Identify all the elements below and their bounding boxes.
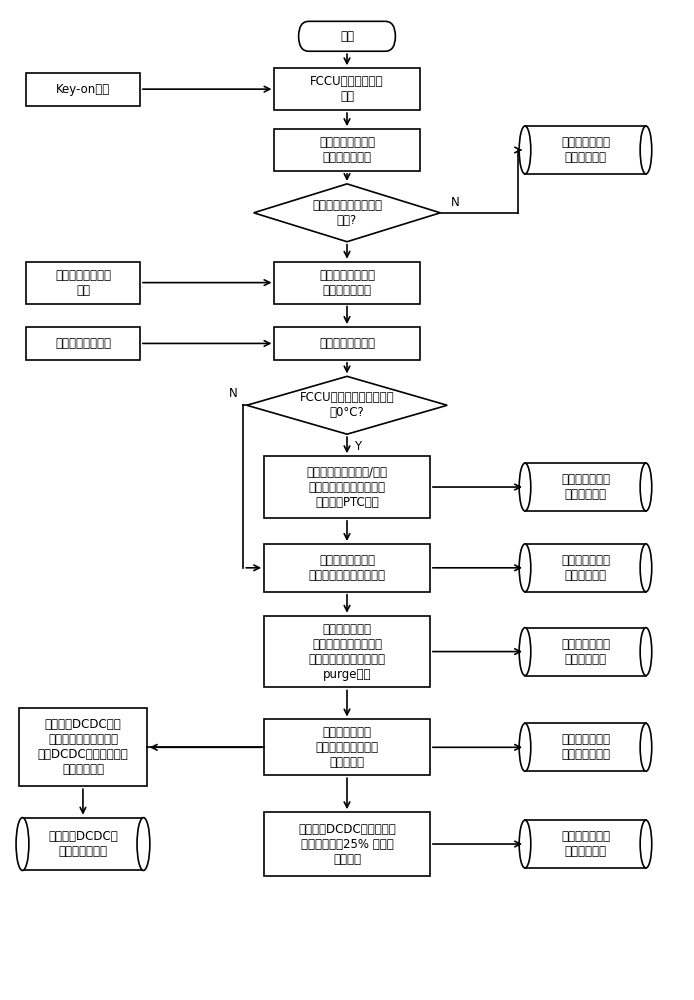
Bar bbox=[264, 544, 430, 592]
Bar bbox=[26, 262, 140, 304]
Bar bbox=[264, 719, 430, 775]
Text: N: N bbox=[450, 196, 459, 209]
Bar bbox=[525, 820, 646, 868]
Ellipse shape bbox=[16, 818, 29, 870]
Ellipse shape bbox=[519, 820, 531, 868]
Ellipse shape bbox=[640, 628, 652, 676]
Text: N: N bbox=[228, 387, 237, 400]
Ellipse shape bbox=[640, 544, 652, 592]
Text: FCCU唤醒，进行初
始化: FCCU唤醒，进行初 始化 bbox=[310, 75, 384, 103]
Ellipse shape bbox=[640, 723, 652, 771]
Text: 开启升压DCDC系统
主负继电器闭合，进行
升压DCDC低边预充、闭
合主正继电器: 开启升压DCDC系统 主负继电器闭合，进行 升压DCDC低边预充、闭 合主正继电… bbox=[37, 718, 128, 776]
Text: 利用升压DCDC拉载燃料电
池到额定功率25% 后维持
怠速运行: 利用升压DCDC拉载燃料电 池到额定功率25% 后维持 怠速运行 bbox=[298, 823, 396, 866]
Text: Key-on信号: Key-on信号 bbox=[56, 83, 110, 96]
Text: Y: Y bbox=[354, 440, 361, 453]
Bar bbox=[525, 126, 646, 174]
Text: 激活空气子系统
故障诊断机制、: 激活空气子系统 故障诊断机制、 bbox=[561, 733, 610, 761]
Bar bbox=[274, 68, 420, 110]
Text: 激活电堆系统故
障诊断机制、: 激活电堆系统故 障诊断机制、 bbox=[561, 830, 610, 858]
Text: 开启氢气子系统
打开进氢阀、调节比例
阀，打开排氢阀进行快速
purge吹扫: 开启氢气子系统 打开进氢阀、调节比例 阀，打开排氢阀进行快速 purge吹扫 bbox=[309, 623, 385, 681]
Ellipse shape bbox=[519, 463, 531, 511]
Bar bbox=[264, 456, 430, 518]
Text: FCCU判断环境温度是否小
于0°C?: FCCU判断环境温度是否小 于0°C? bbox=[300, 391, 394, 419]
Ellipse shape bbox=[519, 126, 531, 174]
Ellipse shape bbox=[640, 463, 652, 511]
Bar bbox=[525, 628, 646, 676]
Bar bbox=[26, 327, 140, 360]
Text: 开启热管理子系统
打开水泵、温控阀、风扇: 开启热管理子系统 打开水泵、温控阀、风扇 bbox=[309, 554, 385, 582]
Bar bbox=[274, 327, 420, 360]
Text: 燃电系统启动过程: 燃电系统启动过程 bbox=[319, 337, 375, 350]
Ellipse shape bbox=[519, 544, 531, 592]
Text: 燃电系统低压上电
并进行低压自检: 燃电系统低压上电 并进行低压自检 bbox=[319, 136, 375, 164]
Text: 激活热管理系统
故障诊断机制: 激活热管理系统 故障诊断机制 bbox=[561, 554, 610, 582]
Text: 激活开机自检型
故障诊断机制: 激活开机自检型 故障诊断机制 bbox=[561, 136, 610, 164]
Text: 激活氢气子系统
故障诊断机制: 激活氢气子系统 故障诊断机制 bbox=[561, 638, 610, 666]
Bar bbox=[525, 723, 646, 771]
Bar bbox=[264, 812, 430, 876]
Ellipse shape bbox=[519, 723, 531, 771]
Ellipse shape bbox=[640, 820, 652, 868]
Bar bbox=[26, 73, 140, 106]
Bar bbox=[525, 544, 646, 592]
Bar bbox=[22, 818, 144, 870]
Polygon shape bbox=[247, 376, 447, 434]
Polygon shape bbox=[254, 184, 440, 242]
Text: 开始: 开始 bbox=[340, 30, 354, 43]
Text: 激活升压DCDC系
统故障诊断机制: 激活升压DCDC系 统故障诊断机制 bbox=[48, 830, 118, 858]
Ellipse shape bbox=[137, 818, 150, 870]
Text: 燃电系统高压上电
指令: 燃电系统高压上电 指令 bbox=[55, 269, 111, 297]
Bar bbox=[19, 708, 147, 786]
Bar bbox=[525, 463, 646, 511]
Ellipse shape bbox=[519, 628, 531, 676]
Text: 冷启动模式：背压阀/氢泵
破冰、加热排氢阀加热开
启、水路PTC开启: 冷启动模式：背压阀/氢泵 破冰、加热排氢阀加热开 启、水路PTC开启 bbox=[307, 466, 387, 509]
Text: 激活低温冷启动
故障诊断机制: 激活低温冷启动 故障诊断机制 bbox=[561, 473, 610, 501]
Text: 燃电系统高压上电
并进行高压自检: 燃电系统高压上电 并进行高压自检 bbox=[319, 269, 375, 297]
Text: 开启空气子系统
打开空压机、背压阀
调节泄压阀: 开启空气子系统 打开空压机、背压阀 调节泄压阀 bbox=[316, 726, 378, 769]
Bar bbox=[274, 129, 420, 171]
Bar bbox=[274, 262, 420, 304]
Bar bbox=[264, 616, 430, 687]
Text: 燃电系统开机指令: 燃电系统开机指令 bbox=[55, 337, 111, 350]
Ellipse shape bbox=[640, 126, 652, 174]
Text: 燃电系统高压附件预充
完成?: 燃电系统高压附件预充 完成? bbox=[312, 199, 382, 227]
FancyBboxPatch shape bbox=[298, 21, 396, 51]
